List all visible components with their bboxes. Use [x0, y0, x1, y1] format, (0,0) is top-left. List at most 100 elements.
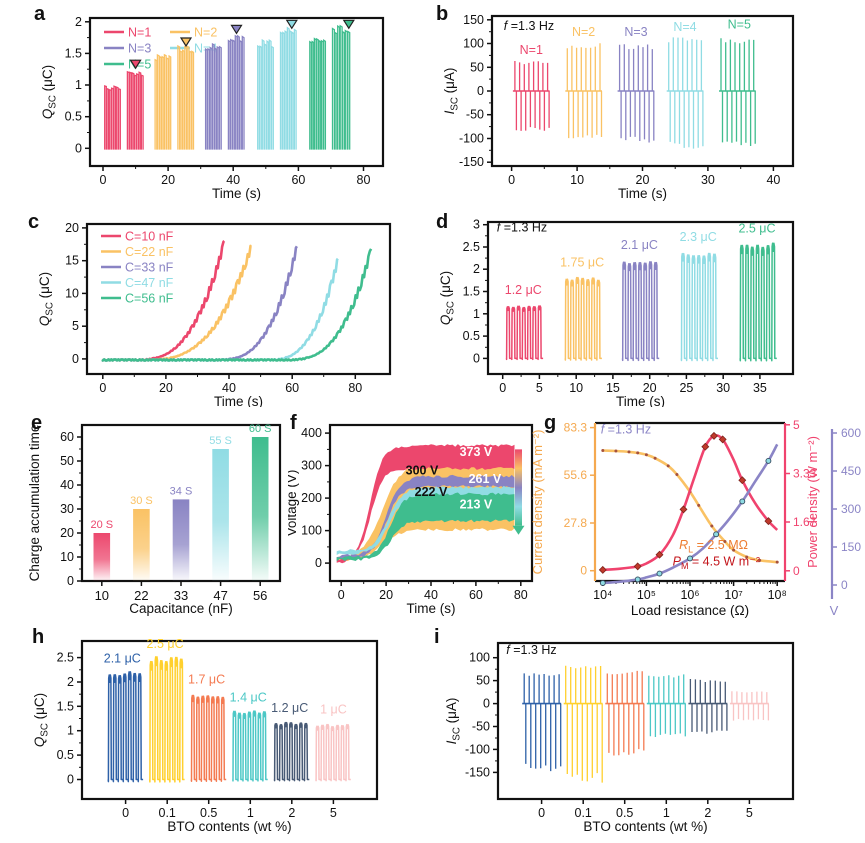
- svg-text:C=33 nF: C=33 nF: [125, 261, 174, 275]
- svg-text:34 S: 34 S: [170, 485, 193, 497]
- svg-text:QSC (μC): QSC (μC): [37, 272, 56, 326]
- svg-text:80: 80: [514, 588, 528, 602]
- svg-text:C=10 nF: C=10 nF: [125, 230, 174, 244]
- svg-text:2.5: 2.5: [57, 651, 74, 665]
- svg-text:55.6: 55.6: [564, 468, 588, 482]
- svg-text:22: 22: [134, 588, 148, 603]
- svg-text:0: 0: [793, 564, 800, 578]
- svg-text:2: 2: [704, 806, 711, 820]
- svg-text:300: 300: [301, 459, 322, 473]
- chart-a-qsc-pulse-trains: 0 20 40 60 80 0 0.5 1 1.5 2 Time (s) QSC (μC) N=1 N=2…: [40, 15, 385, 201]
- chart-g-power-current-voltage: 10⁴ 10⁵ 10⁶ 10⁷ 10⁸ 0 27.8 55.6 83.3 0 1.67 3.33 5 0 1…: [530, 418, 861, 618]
- svg-text:-100: -100: [465, 742, 490, 756]
- svg-text:QSC (μC): QSC (μC): [40, 65, 59, 119]
- svg-text:1 μC: 1 μC: [320, 703, 347, 717]
- svg-text:10⁴: 10⁴: [593, 588, 612, 602]
- svg-text:-50: -50: [466, 108, 484, 122]
- svg-text:50: 50: [60, 454, 74, 468]
- svg-text:N=4: N=4: [673, 20, 696, 34]
- svg-text:2.5: 2.5: [463, 240, 480, 254]
- svg-text:20: 20: [643, 381, 657, 395]
- svg-text:0: 0: [315, 556, 322, 570]
- svg-text:35: 35: [753, 381, 767, 395]
- svg-text:50: 50: [476, 674, 490, 688]
- svg-text:20: 20: [159, 381, 173, 395]
- svg-text:0.5: 0.5: [57, 748, 74, 762]
- svg-text:2: 2: [75, 15, 82, 29]
- svg-text:0: 0: [538, 806, 545, 820]
- svg-text:1.2 μC: 1.2 μC: [505, 283, 542, 297]
- svg-text:N=2: N=2: [194, 26, 217, 40]
- svg-text:0: 0: [841, 578, 848, 592]
- svg-text:40: 40: [766, 173, 780, 187]
- svg-text:0: 0: [99, 381, 106, 395]
- svg-text:30: 30: [716, 381, 730, 395]
- chart-e-bar-chart: 0 10 20 30 40 50 60 Capacitance (nF) Charge accu…: [27, 423, 282, 616]
- svg-text:2.5 μC: 2.5 μC: [147, 637, 184, 651]
- svg-text:0.5: 0.5: [200, 806, 217, 820]
- svg-text:N=1: N=1: [520, 43, 543, 57]
- svg-text:60: 60: [60, 430, 74, 444]
- svg-text:f =1.3 Hz: f =1.3 Hz: [497, 220, 547, 234]
- svg-text:400: 400: [301, 426, 322, 440]
- svg-text:Power density (W m⁻²): Power density (W m⁻²): [805, 436, 820, 568]
- svg-text:1: 1: [473, 307, 480, 321]
- svg-text:100: 100: [469, 651, 490, 665]
- svg-text:0.5: 0.5: [463, 329, 480, 343]
- svg-text:20: 20: [60, 526, 74, 540]
- svg-text:300: 300: [841, 502, 861, 516]
- svg-text:40: 40: [60, 478, 74, 492]
- panel-d-qsc-vs-time-charge-levels: d 0 5 10 15 20 25 30 35 0 0.5 1 1.5 2 2.5 3 Time (s) QSC…: [430, 204, 865, 407]
- svg-text:-150: -150: [465, 765, 490, 779]
- svg-text:Charge accumulation time: Charge accumulation time: [27, 425, 42, 582]
- panel-letter-a: a: [34, 3, 46, 25]
- svg-text:20 S: 20 S: [90, 519, 113, 531]
- chart-b-isc-spike-trains: 0 10 20 30 40 -150 -100 -50 0 50 100 150 Time (s) ISC…: [442, 13, 795, 201]
- svg-text:0: 0: [122, 806, 129, 820]
- svg-text:Voltage (V): Voltage (V): [288, 470, 299, 537]
- svg-text:QSC (μC): QSC (μC): [438, 271, 457, 325]
- svg-text:80: 80: [357, 173, 371, 187]
- svg-text:5: 5: [72, 319, 79, 333]
- svg-text:1.4 μC: 1.4 μC: [230, 691, 267, 705]
- svg-text:200: 200: [301, 491, 322, 505]
- svg-text:50: 50: [470, 60, 484, 74]
- svg-text:1.7 μC: 1.7 μC: [188, 672, 225, 686]
- svg-text:BTO contents (wt %): BTO contents (wt %): [583, 819, 707, 834]
- svg-text:N=5: N=5: [128, 58, 151, 72]
- svg-text:-50: -50: [472, 720, 490, 734]
- svg-text:N=3: N=3: [624, 25, 647, 39]
- svg-text:373 V: 373 V: [460, 445, 493, 459]
- svg-text:2.5 μC: 2.5 μC: [738, 222, 775, 236]
- svg-text:47: 47: [213, 588, 227, 603]
- svg-text:5: 5: [793, 418, 800, 432]
- svg-text:80: 80: [348, 381, 362, 395]
- panel-letter-d: d: [436, 211, 449, 233]
- svg-text:5: 5: [536, 381, 543, 395]
- svg-text:10: 10: [65, 286, 79, 300]
- svg-text:60: 60: [285, 381, 299, 395]
- svg-text:0: 0: [473, 351, 480, 365]
- svg-text:30: 30: [60, 502, 74, 516]
- svg-text:-100: -100: [459, 132, 484, 146]
- svg-text:0.5: 0.5: [616, 806, 633, 820]
- chart-f-voltage-bands: 373 V 300 V 261 V 222 V 213 V 0 20 40 60 80 0 100 20…: [288, 423, 534, 616]
- panel-e-accumulation-time-bars: e 0 10 20 30 40 50 60 Capacitance (nF) Charge ac…: [25, 409, 297, 625]
- svg-text:450: 450: [841, 464, 861, 478]
- svg-text:Time (s): Time (s): [214, 394, 263, 407]
- panel-letter-g: g: [544, 412, 557, 434]
- svg-text:10: 10: [60, 550, 74, 564]
- svg-text:0.5: 0.5: [65, 110, 82, 124]
- svg-text:30: 30: [701, 173, 715, 187]
- svg-text:f =1.3 Hz: f =1.3 Hz: [506, 643, 556, 657]
- svg-text:10: 10: [569, 381, 583, 395]
- svg-text:20: 20: [65, 221, 79, 235]
- chart-d-qsc-square-waves: 0 5 10 15 20 25 30 35 0 0.5 1 1.5 2 2.5 3 Time (s) QSC (…: [438, 218, 795, 407]
- svg-text:0: 0: [75, 141, 82, 155]
- chart-c-charge-growth-curves: 0 20 40 60 80 0 5 10 15 20 Time (s) QSC (μC) C=10 nF…: [37, 221, 392, 407]
- panel-f-voltage-vs-time: f 373 V 300 V 261 V 222 V 213 V 0 20 40 60 80 0 100…: [288, 409, 563, 625]
- svg-text:0: 0: [72, 352, 79, 366]
- svg-text:0: 0: [483, 697, 490, 711]
- svg-text:0: 0: [67, 773, 74, 787]
- svg-text:40: 40: [226, 173, 240, 187]
